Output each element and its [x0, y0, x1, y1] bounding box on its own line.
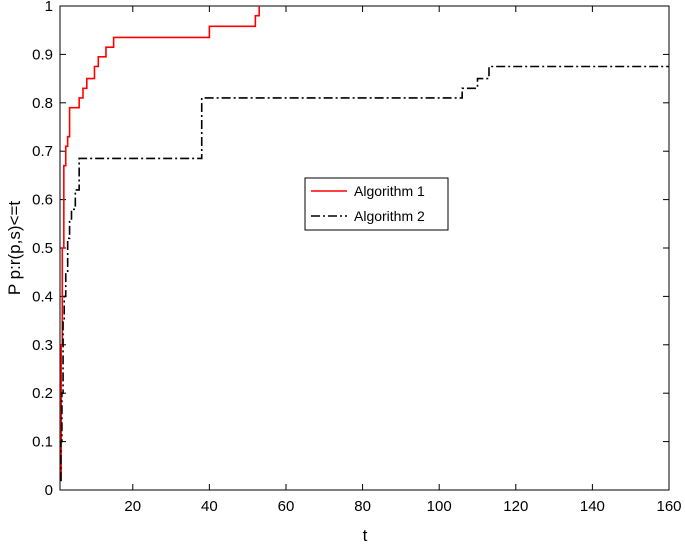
x-tick-label: 40 [201, 498, 218, 515]
x-axis-title: t [363, 526, 368, 545]
legend-label-algorithm-2: Algorithm 2 [354, 208, 425, 224]
y-tick-label: 0 [45, 482, 53, 499]
y-tick-label: 0.7 [32, 143, 53, 160]
y-tick-label: 0.2 [32, 385, 53, 402]
x-tick-label: 160 [656, 498, 681, 515]
y-tick-label: 0.4 [32, 288, 53, 305]
y-axis-title: P p:r(p,s)<=t [5, 201, 24, 295]
y-tick-label: 0.6 [32, 192, 53, 209]
x-tick-label: 80 [354, 498, 371, 515]
legend: Algorithm 1 Algorithm 2 [304, 177, 449, 231]
y-tick-label: 0.5 [32, 240, 53, 257]
x-tick-label: 20 [124, 498, 141, 515]
legend-label-algorithm-1: Algorithm 1 [354, 183, 425, 199]
series-line-algorithm-1 [60, 6, 260, 482]
axis-ticks: 20 40 60 80 100 120 140 160 0 0.1 0.2 0.3 0.4 0.5 0.6 0… [32, 0, 681, 515]
legend-box [304, 177, 449, 231]
series-layer [59, 6, 669, 482]
y-tick-label: 0.3 [32, 337, 53, 354]
x-tick-label: 60 [278, 498, 295, 515]
y-tick-label: 1 [45, 0, 53, 15]
x-tick-label: 100 [427, 498, 452, 515]
x-tick-label: 120 [503, 498, 528, 515]
y-tick-label: 0.1 [32, 434, 53, 451]
series-line-algorithm-2 [59, 65, 669, 482]
y-tick-label: 0.9 [32, 46, 53, 63]
y-tick-label: 0.8 [32, 95, 53, 112]
x-tick-label: 140 [580, 498, 605, 515]
plot-area [59, 5, 670, 491]
